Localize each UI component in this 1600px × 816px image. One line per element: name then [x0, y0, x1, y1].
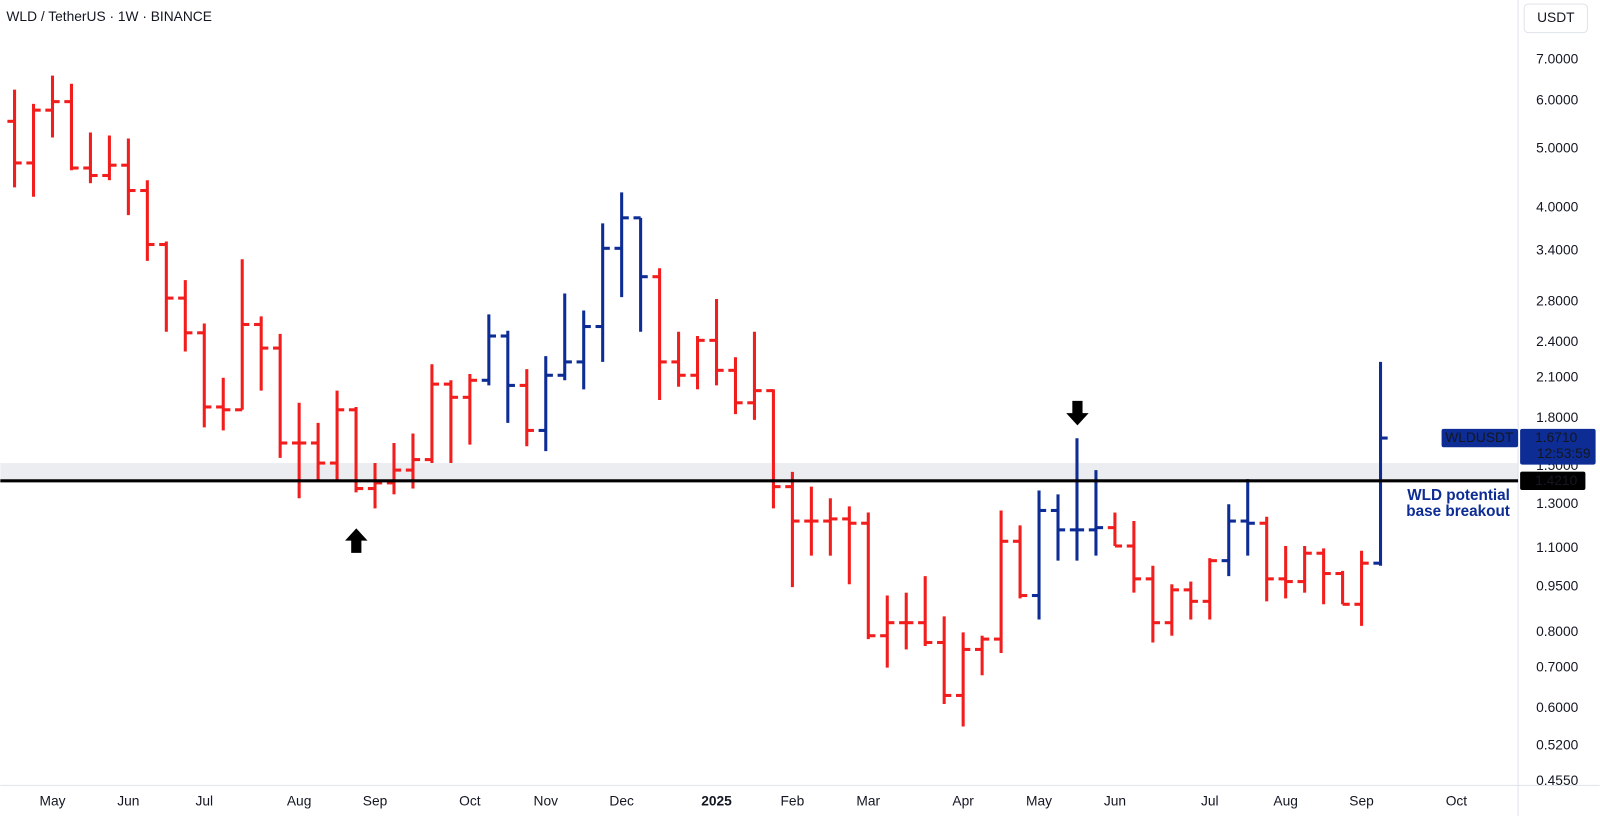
x-tick-label: Aug	[1273, 793, 1298, 808]
y-tick-label: 1.8000	[1536, 410, 1578, 425]
unit-box	[1523, 3, 1588, 34]
bars	[7, 75, 1388, 727]
x-tick-label: Aug	[287, 793, 312, 808]
x-tick-label: Jul	[1201, 793, 1219, 808]
x-tick-label: Feb	[781, 793, 805, 808]
x-tick-label: Jul	[195, 793, 213, 808]
y-tick-label: 7.0000	[1536, 52, 1578, 67]
y-tick-label: 1.3000	[1536, 496, 1578, 511]
y-tick-label: 6.0000	[1536, 92, 1578, 107]
y-tick-label: 4.0000	[1536, 199, 1578, 214]
x-tick-label: Oct	[1446, 793, 1468, 808]
level-label: 1.4210	[1535, 473, 1577, 488]
last-price-name-box	[1441, 428, 1519, 448]
y-tick-label: 0.4550	[1536, 773, 1578, 788]
y-tick-label: 0.5200	[1536, 738, 1578, 753]
x-tick-label: Dec	[609, 793, 634, 808]
up-arrow	[345, 528, 368, 553]
x-tick-label: Apr	[952, 793, 974, 808]
down-arrow	[1066, 400, 1089, 426]
plot-underlay	[0, 463, 1519, 480]
y-tick-label: 2.4000	[1536, 334, 1578, 349]
annotation: base breakout	[1406, 503, 1510, 520]
x-tick-label: Jun	[1104, 793, 1126, 808]
y-tick-label: 0.6000	[1536, 700, 1578, 715]
x-tick-label: Sep	[363, 793, 388, 808]
x-tick-label: Nov	[534, 793, 559, 808]
y-tick-label: 2.1000	[1536, 369, 1578, 384]
x-tick-label: May	[1026, 793, 1052, 808]
y-tick-label: 0.7000	[1536, 659, 1578, 674]
y-tick-label: 2.8000	[1536, 293, 1578, 308]
chart-title: WLD / TetherUS · 1W · BINANCE	[6, 9, 212, 24]
x-tick-label: Oct	[459, 793, 481, 808]
y-tick-label: 1.1000	[1536, 540, 1578, 555]
last-price-box	[1520, 428, 1596, 465]
level-label-box	[1520, 471, 1586, 491]
support-zone	[0, 463, 1519, 480]
y-tick-label: 0.9500	[1536, 579, 1578, 594]
y-tick-label: 0.8000	[1536, 624, 1578, 639]
annotation: WLD potential	[1407, 487, 1510, 504]
y-tick-label: 5.0000	[1536, 141, 1578, 156]
x-tick-label: Mar	[856, 793, 880, 808]
countdown: 12:53:59	[1537, 446, 1591, 461]
x-tick-label: Jun	[117, 793, 139, 808]
x-tick-label: 2025	[701, 793, 732, 808]
x-tick-label: Sep	[1349, 793, 1374, 808]
x-tick-label: May	[39, 793, 65, 808]
y-tick-label: 3.4000	[1536, 242, 1578, 257]
y-unit: USDT	[1537, 10, 1575, 25]
last-price-name: WLDUSDT	[1445, 430, 1514, 445]
last-price-label: 1.6710	[1535, 430, 1577, 445]
